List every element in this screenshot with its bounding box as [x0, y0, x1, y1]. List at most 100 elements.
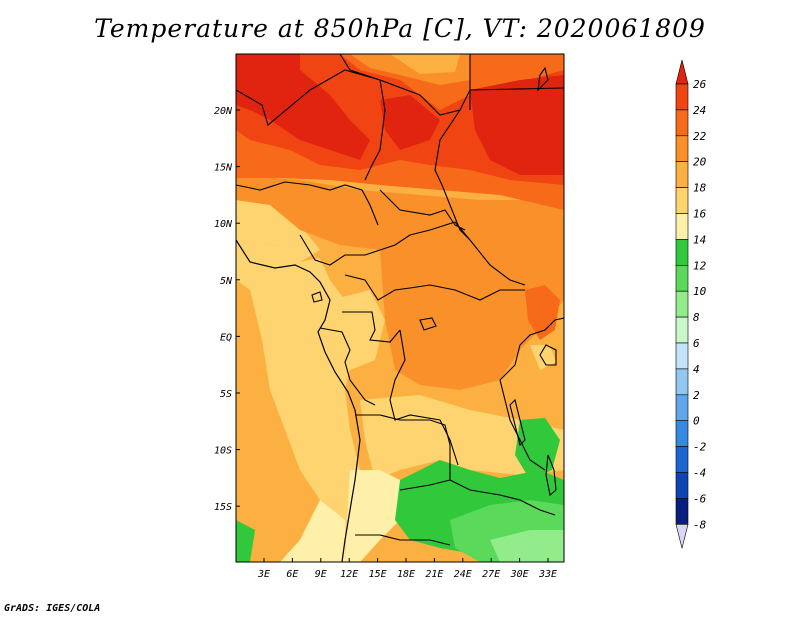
lat-label: 10S [214, 446, 232, 457]
lat-label: EQ [220, 332, 232, 343]
coastline [236, 239, 361, 562]
temperature-field [236, 54, 564, 562]
field-12-14-lake [515, 418, 560, 480]
colorbar-label: 4 [693, 363, 700, 376]
colorbar-label: -6 [693, 492, 707, 505]
lon-label: 9E [315, 569, 327, 580]
colorbar-segment [675, 264, 689, 292]
boundary-tanzania-drc [499, 379, 546, 471]
colorbar-label: 20 [693, 156, 707, 169]
field-26-central-core [380, 95, 440, 150]
colorbar-segment [675, 239, 689, 266]
colorbar-segment [675, 109, 689, 137]
colorbar-top-triangle [675, 59, 689, 85]
colorbar-segment [675, 187, 689, 214]
colorbar-label: -8 [693, 518, 707, 531]
boundary-gabon-congo [342, 311, 401, 343]
colorbar-label: 14 [693, 233, 706, 246]
colorbar-label: 16 [693, 208, 707, 221]
field-8-10-south [490, 530, 564, 562]
field-26-west-core [236, 54, 370, 160]
lat-label: 10N [214, 219, 233, 230]
lon-label: 15E [369, 569, 387, 580]
boundary-egypt-sudan [469, 54, 564, 110]
boundary-car-drc [344, 274, 525, 301]
lon-label: 18E [397, 569, 415, 580]
colorbar-segment [675, 472, 689, 499]
lon-label: 6E [286, 569, 298, 580]
boundary-zambia [449, 479, 556, 516]
colorbar-segment [675, 161, 689, 188]
boundary-chad-car [379, 189, 466, 231]
colorbar-label: -4 [693, 467, 706, 480]
colorbar-label: 8 [693, 311, 700, 324]
colorbar-label: 0 [693, 415, 700, 428]
field-20-22-central [380, 225, 564, 390]
colorbar-segment [675, 83, 689, 111]
colorbar-segment [675, 446, 689, 473]
colorbar-segment [675, 290, 689, 318]
boundary-angola [355, 414, 451, 491]
colorbar-segment [675, 394, 689, 421]
boundary-congo-coast [319, 327, 376, 406]
lat-label: 15S [214, 502, 232, 513]
field-14-16-coast [280, 500, 345, 562]
water-body-central [419, 317, 437, 331]
colorbar-label: 24 [693, 104, 706, 117]
lon-label: 12E [340, 569, 358, 580]
lake-tanganyika-outline [509, 398, 526, 447]
boundary-namibia [355, 534, 451, 546]
colorbar-segment [675, 213, 689, 240]
lake-nasser-outline [537, 66, 549, 92]
field-16-18-congo [330, 290, 385, 370]
lon-label: 21E [425, 569, 443, 580]
field-22-24-east [525, 285, 560, 340]
colorbar-segment [675, 368, 689, 396]
field-18-20-ocean [236, 280, 320, 562]
lake-malawi-outline [545, 454, 557, 497]
field-16-18-south [360, 395, 564, 480]
lake-victoria-outline [539, 344, 557, 366]
latitude-axis: 20N 15N 10N 5N EQ 5S 10S 15S [214, 106, 240, 513]
grads-credit: GrADS: IGES/COLA [4, 603, 101, 614]
island-bioko [311, 291, 323, 303]
boundary-niger-mali [236, 69, 386, 181]
colorbar-label: 10 [693, 285, 707, 298]
field-20-22-sahel [236, 175, 564, 250]
lon-label: 24E [454, 569, 472, 580]
map-frame [235, 53, 565, 563]
colorbar-segment [675, 135, 689, 163]
colorbar-label: 18 [693, 182, 707, 195]
field-12-14-sw [236, 520, 255, 562]
colorbar-label: 12 [693, 259, 707, 272]
field-16-18-lake-victoria [530, 345, 556, 370]
lon-label: 3E [257, 569, 270, 580]
field-16-18-coastal [236, 200, 320, 262]
colorbar-segment [675, 420, 689, 447]
boundary-cameroon-north [299, 234, 381, 266]
field-18-20-north-pocket [390, 54, 460, 74]
boundary-chad-sudan [434, 109, 471, 241]
lat-label: 5N [220, 276, 233, 287]
field-14-16-southwest [345, 470, 400, 562]
colorbar-label: 6 [693, 337, 700, 350]
boundary-uganda-kenya [499, 317, 564, 381]
colorbar-label: 22 [693, 130, 707, 143]
lat-label: 15N [214, 163, 233, 174]
colorbar-label: -2 [693, 441, 707, 454]
boundary-car-south-sudan [379, 221, 526, 286]
political-boundaries [236, 54, 564, 546]
colorbar-bottom-triangle [675, 524, 689, 549]
lat-label: 5S [220, 389, 232, 400]
longitude-axis: 3E 6E 9E 12E 15E 18E 21E 24E 27E 30E 33E [257, 558, 557, 580]
lon-label: 30E [510, 569, 529, 580]
colorbar-segment [675, 316, 689, 344]
lat-label: 20N [214, 106, 233, 117]
lon-label: 33E [538, 569, 557, 580]
colorbar-label: 2 [693, 389, 700, 402]
colorbar-segment [675, 342, 689, 370]
boundary-nigeria-north [236, 181, 379, 226]
chart-title: Temperature at 850hPa [C], VT: 202006180… [94, 14, 706, 43]
